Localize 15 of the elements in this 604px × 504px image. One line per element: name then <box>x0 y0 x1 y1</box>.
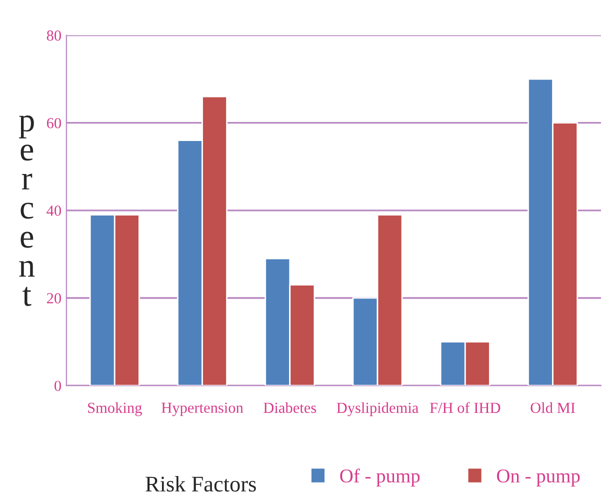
x-axis-title: Risk Factors <box>146 476 256 492</box>
y-tick-label: 40 <box>46 206 61 216</box>
x-tick-label: Smoking <box>88 402 142 416</box>
y-tick-label: 80 <box>46 30 61 41</box>
y-axis-title: percent <box>19 116 35 306</box>
x-tick-label: Hypertension <box>162 402 244 416</box>
y-tick-label: 60 <box>46 118 61 128</box>
x-tick-label: Dyslipidemia <box>336 402 418 416</box>
legend-label: Of - pump <box>340 468 420 486</box>
x-tick-label: F/H of IHD <box>430 402 500 413</box>
x-tick-label: Old MI <box>530 402 575 413</box>
y-tick-label: 0 <box>54 380 61 392</box>
legend-label: On - pump <box>497 469 580 486</box>
x-tick-label: Diabetes <box>264 402 316 413</box>
y-tick-label: 20 <box>46 293 61 304</box>
